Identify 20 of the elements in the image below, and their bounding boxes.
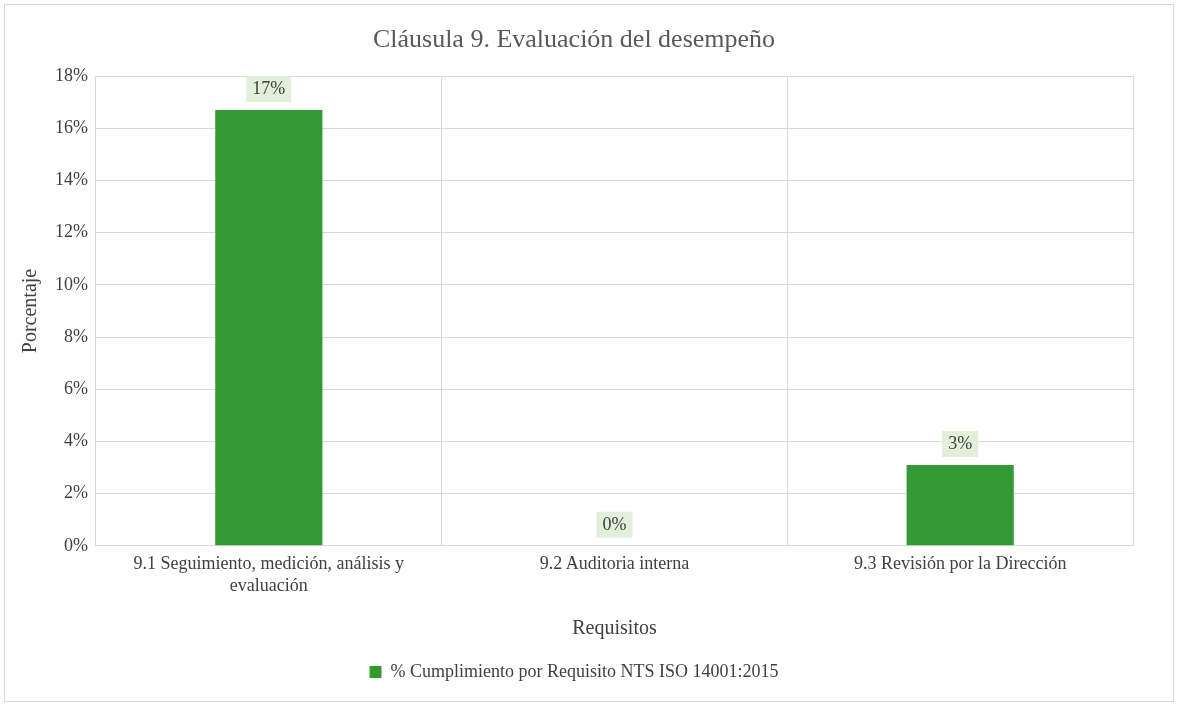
- y-axis-title: Porcentaje: [18, 268, 42, 354]
- y-tick-label: 16%: [54, 117, 88, 138]
- y-tick-label: 6%: [63, 378, 88, 398]
- y-tick-label: 12%: [54, 221, 88, 242]
- x-axis-title: Requisitos: [572, 616, 657, 640]
- x-tick-label: 9.1 Seguimiento, medición, análisis y evaluación: [133, 553, 405, 595]
- x-tick-label: 9.2 Auditoria interna: [539, 553, 690, 574]
- y-tick-label: 18%: [54, 64, 88, 85]
- y-tick-label: 4%: [63, 430, 88, 451]
- data-label: 3%: [948, 432, 973, 453]
- legend-label: % Cumplimiento por Requisito NTS ISO 14001:2015: [390, 660, 779, 681]
- chart-title: Cláusula 9. Evaluación del desempeño: [372, 24, 776, 54]
- y-tick-label: 8%: [63, 325, 88, 346]
- data-label: 0%: [602, 513, 627, 534]
- y-tick-label: 2%: [63, 482, 88, 503]
- data-label: 17%: [252, 77, 286, 98]
- y-tick-label: 0%: [63, 534, 88, 555]
- y-tick-label: 14%: [54, 169, 88, 190]
- x-tick-label: 9.3 Revisión por la Dirección: [853, 553, 1067, 574]
- y-tick-label: 10%: [54, 273, 88, 294]
